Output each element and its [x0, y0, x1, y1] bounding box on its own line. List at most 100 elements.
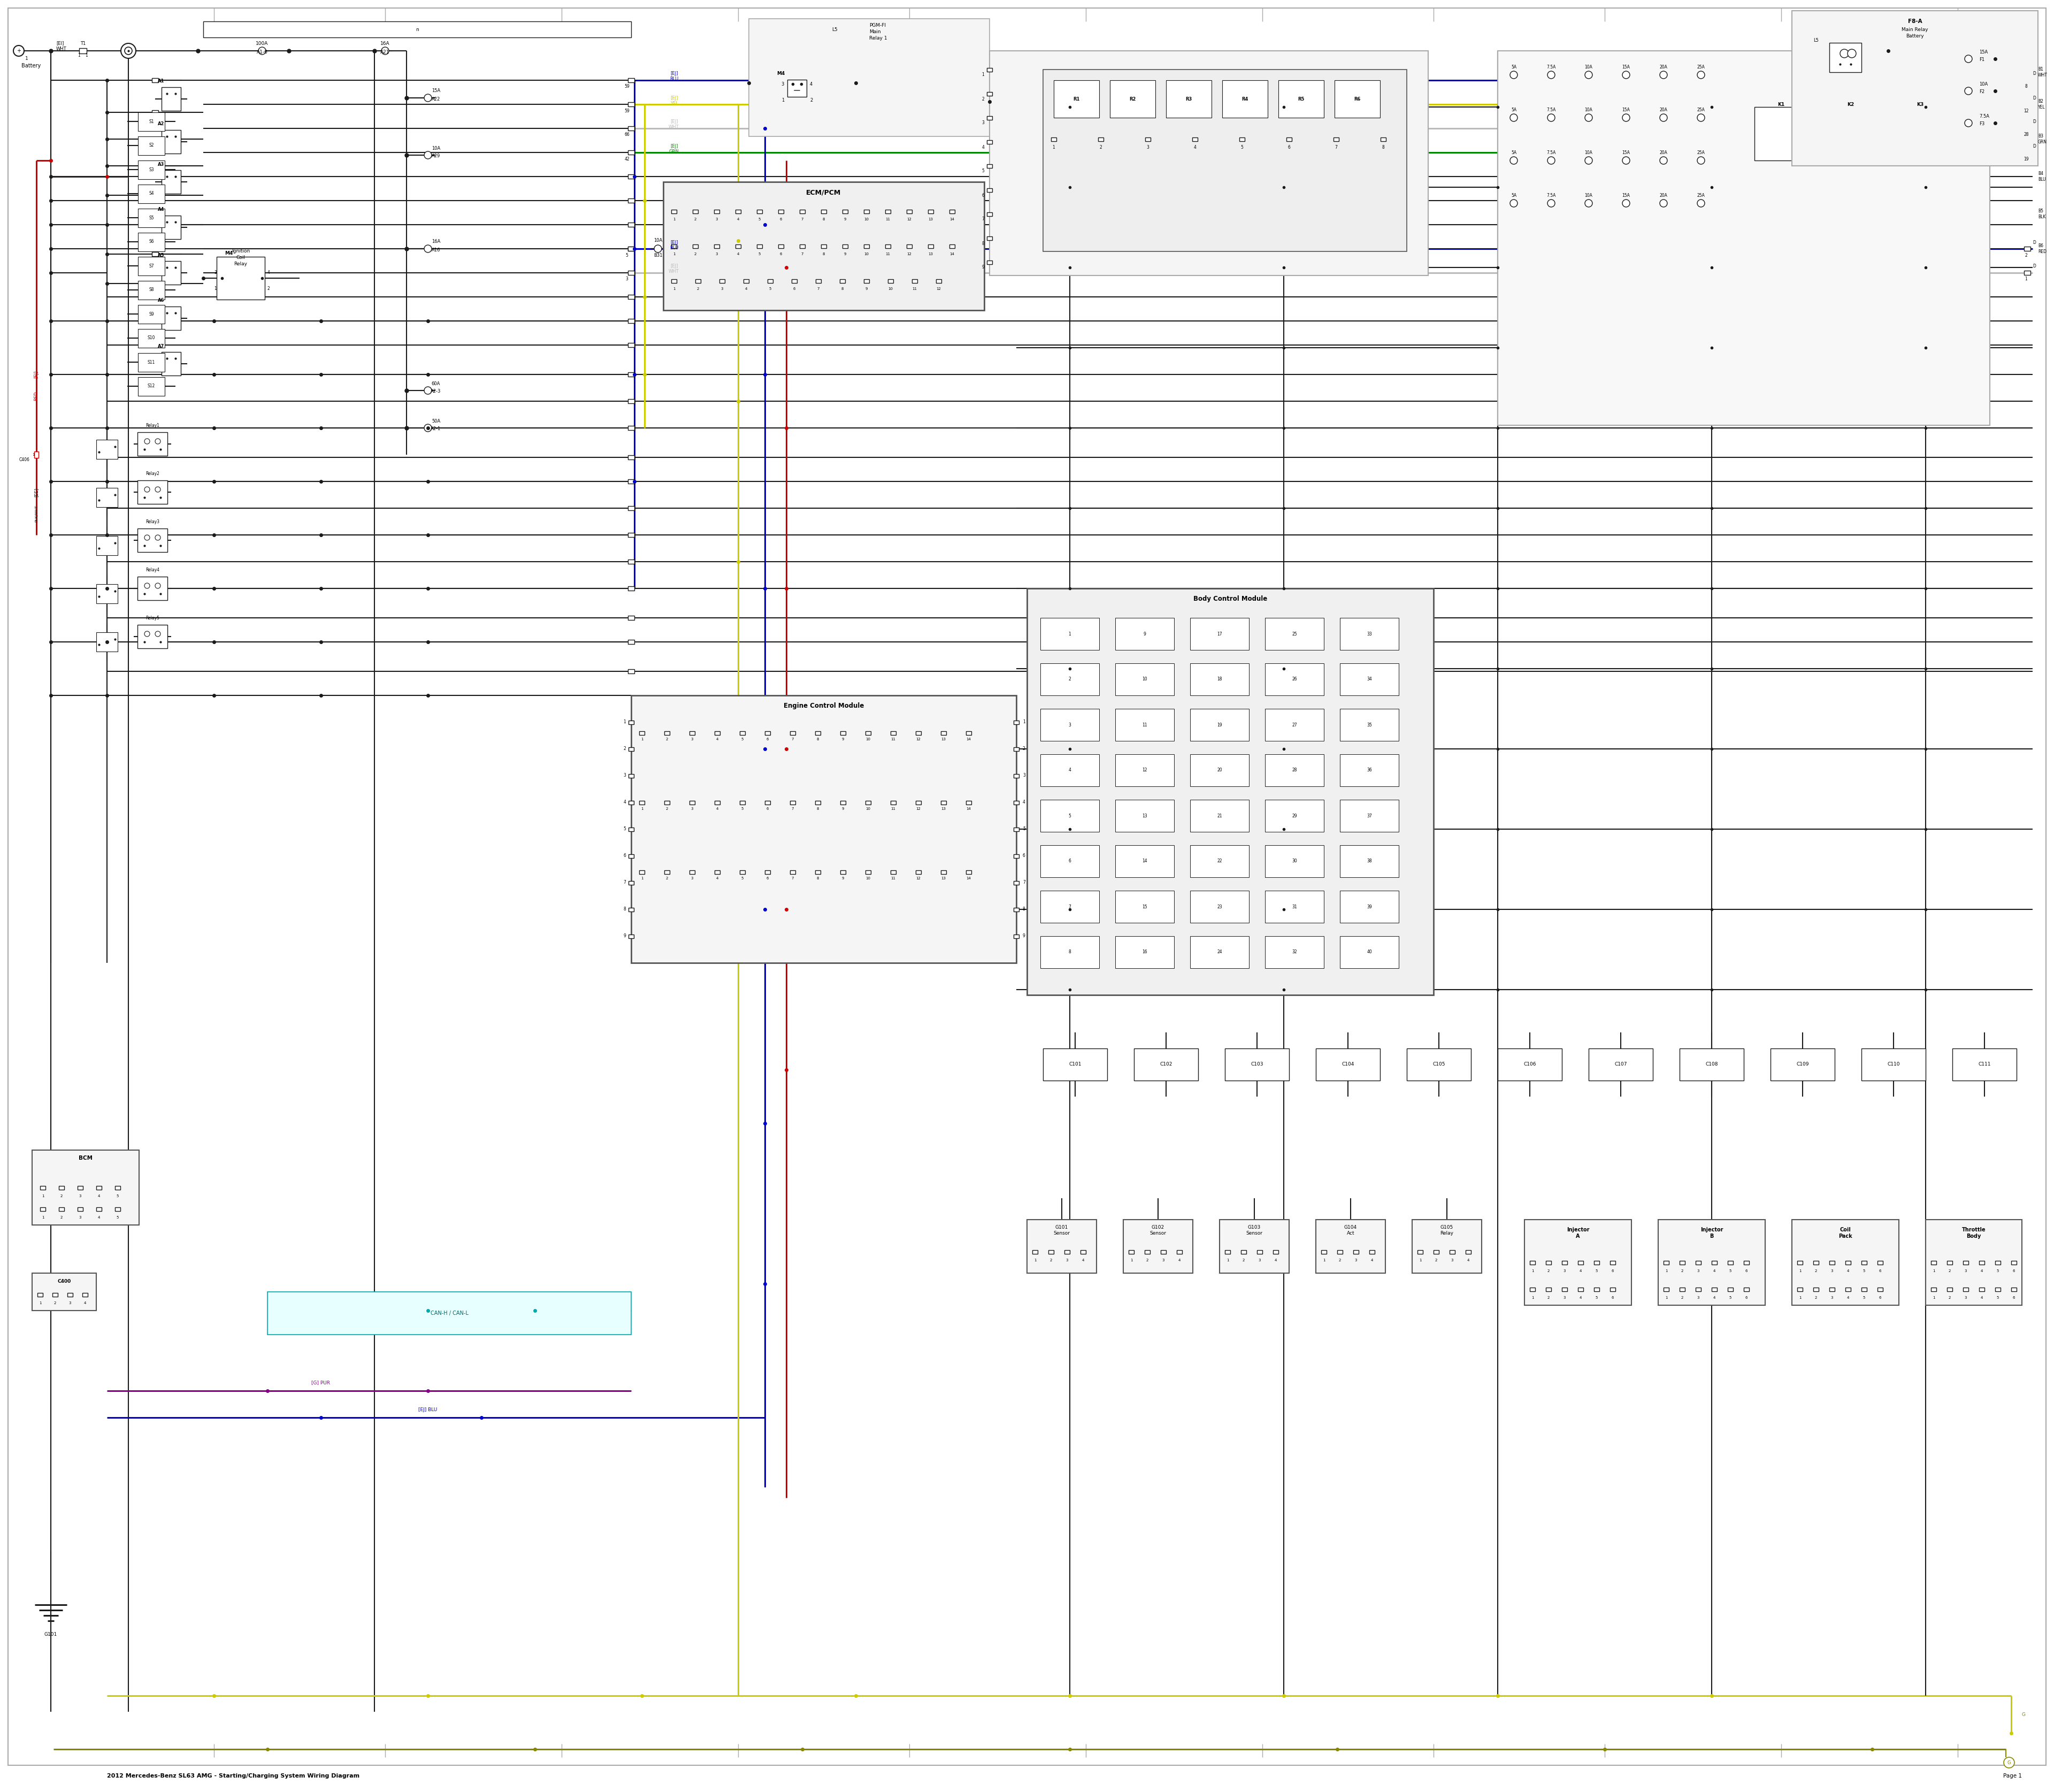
Text: 3: 3 — [781, 82, 785, 86]
Text: 25: 25 — [1292, 631, 1296, 636]
Bar — [1257, 1251, 1263, 1254]
Bar — [1286, 138, 1292, 142]
Bar — [840, 731, 846, 735]
Bar — [629, 640, 635, 643]
Bar — [1041, 891, 1099, 923]
Bar — [690, 731, 694, 735]
Circle shape — [156, 536, 160, 539]
Bar — [629, 774, 635, 778]
Bar — [97, 487, 117, 507]
Text: 19: 19 — [2023, 156, 2029, 161]
Bar — [1224, 1048, 1290, 1081]
Text: 17: 17 — [1216, 631, 1222, 636]
Text: 7: 7 — [1023, 880, 1025, 885]
Text: 10A: 10A — [1586, 108, 1592, 113]
Bar — [891, 801, 896, 805]
Bar — [822, 210, 826, 213]
Bar — [663, 801, 670, 805]
Bar — [756, 210, 762, 213]
Bar — [1339, 754, 1399, 787]
Bar — [1844, 1288, 1851, 1292]
Text: K1: K1 — [1777, 102, 1785, 108]
Text: 2: 2 — [1146, 1258, 1148, 1262]
Text: 14: 14 — [949, 253, 955, 256]
Text: 3: 3 — [1697, 1296, 1699, 1299]
Text: 2: 2 — [1339, 1258, 1341, 1262]
Text: 35: 35 — [1366, 722, 1372, 728]
Text: 11: 11 — [912, 287, 916, 290]
Bar — [1064, 1251, 1070, 1254]
Bar — [1144, 1251, 1150, 1254]
Text: 15A: 15A — [1623, 151, 1631, 156]
Bar — [986, 140, 992, 143]
Text: T1: T1 — [80, 41, 86, 47]
Text: Throttle
Body: Throttle Body — [1962, 1228, 1986, 1238]
Text: 3: 3 — [78, 1195, 82, 1197]
Text: 2: 2 — [1023, 747, 1025, 751]
Bar — [1434, 1251, 1440, 1254]
Text: Relay5: Relay5 — [146, 615, 160, 620]
Text: 10: 10 — [865, 738, 871, 740]
Text: 11: 11 — [891, 738, 896, 740]
Text: 6: 6 — [1879, 1296, 1881, 1299]
Text: 11: 11 — [1142, 722, 1148, 728]
Text: 2: 2 — [1547, 1269, 1549, 1272]
Bar — [162, 88, 181, 111]
Bar — [1265, 935, 1325, 968]
Bar — [840, 801, 846, 805]
Circle shape — [382, 47, 388, 54]
Bar — [1980, 1262, 1984, 1265]
Text: 1: 1 — [1323, 1258, 1325, 1262]
Bar — [1013, 882, 1019, 885]
Bar — [1814, 1262, 1818, 1265]
Text: 3: 3 — [1964, 1269, 1968, 1272]
Bar — [629, 79, 635, 82]
Text: Battery: Battery — [21, 63, 41, 68]
Bar — [663, 871, 670, 874]
Bar — [1980, 1288, 1984, 1292]
Text: 9: 9 — [842, 876, 844, 880]
Text: A5: A5 — [158, 253, 164, 258]
Bar — [986, 91, 992, 95]
Text: 10A: 10A — [1586, 151, 1592, 156]
Text: C107: C107 — [1614, 1063, 1627, 1066]
Bar — [1337, 1251, 1343, 1254]
Bar — [1013, 774, 1019, 778]
Text: 5: 5 — [758, 253, 760, 256]
Text: C101: C101 — [1068, 1063, 1080, 1066]
Bar — [1041, 710, 1099, 740]
Text: 5: 5 — [1996, 1269, 1999, 1272]
Text: Ignition: Ignition — [232, 249, 251, 254]
Bar — [715, 731, 721, 735]
Text: 16A: 16A — [431, 240, 440, 244]
Text: 60A: 60A — [431, 382, 440, 385]
Bar — [1407, 1048, 1471, 1081]
Bar — [162, 170, 181, 194]
Bar — [941, 801, 947, 805]
Text: 4: 4 — [1713, 1296, 1715, 1299]
Bar — [965, 731, 972, 735]
Text: G101
Sensor: G101 Sensor — [1054, 1226, 1070, 1235]
Text: S12: S12 — [148, 383, 156, 389]
Text: S1: S1 — [148, 118, 154, 124]
Text: 7: 7 — [791, 806, 795, 810]
Text: 5: 5 — [768, 287, 772, 290]
Bar — [1224, 1251, 1230, 1254]
Text: 6: 6 — [781, 217, 783, 220]
Text: A4: A4 — [158, 208, 164, 211]
Bar — [1339, 663, 1399, 695]
Text: L5: L5 — [1814, 38, 1818, 43]
Circle shape — [1510, 156, 1518, 165]
Text: 13: 13 — [941, 806, 947, 810]
Text: D: D — [2033, 120, 2036, 124]
Text: 5: 5 — [1996, 1296, 1999, 1299]
Text: [EJ] BLU: [EJ] BLU — [419, 1407, 438, 1412]
Bar — [138, 353, 164, 371]
Text: Main: Main — [869, 30, 881, 34]
Text: 8: 8 — [817, 806, 820, 810]
Bar — [1043, 70, 1407, 251]
Text: 5: 5 — [741, 806, 744, 810]
Bar — [115, 1186, 121, 1190]
Text: YEL: YEL — [670, 100, 678, 106]
Text: 25A: 25A — [1697, 151, 1705, 156]
